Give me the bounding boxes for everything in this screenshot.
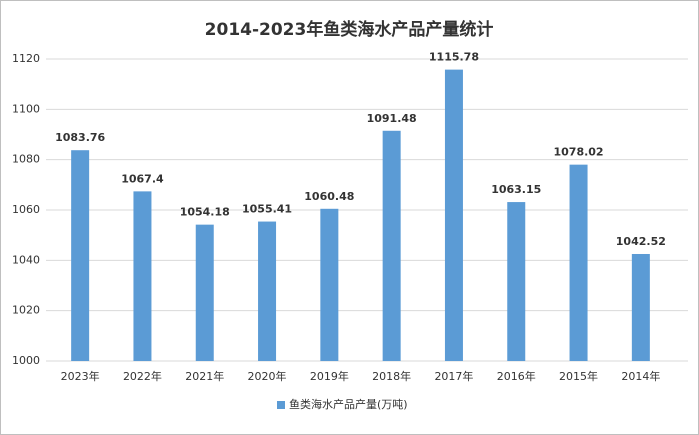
data-label: 1091.48 xyxy=(367,112,417,125)
bar xyxy=(71,150,90,361)
data-label: 1054.18 xyxy=(180,206,230,219)
data-label: 1060.48 xyxy=(304,190,354,203)
x-tick-label: 2017年 xyxy=(434,369,473,383)
bar xyxy=(631,253,650,361)
y-tick-label: 1060 xyxy=(12,203,40,216)
bar xyxy=(320,208,339,361)
data-label: 1063.15 xyxy=(491,183,541,196)
data-label: 1078.02 xyxy=(553,146,603,159)
x-tick-label: 2016年 xyxy=(497,369,536,383)
bar xyxy=(382,130,401,361)
y-tick-label: 1040 xyxy=(12,253,40,266)
y-tick-label: 1020 xyxy=(12,304,40,317)
legend-swatch xyxy=(277,401,285,409)
x-tick-label: 2018年 xyxy=(372,369,411,383)
chart-title: 2014-2023年鱼类海水产品产量统计 xyxy=(205,19,494,40)
data-label: 1067.4 xyxy=(121,172,164,185)
x-tick-label: 2015年 xyxy=(559,369,598,383)
y-tick-label: 1080 xyxy=(12,153,40,166)
data-label: 1042.52 xyxy=(616,235,666,248)
x-tick-label: 2022年 xyxy=(123,369,162,383)
bar xyxy=(133,191,152,361)
y-tick-label: 1100 xyxy=(12,102,40,115)
x-tick-label: 2021年 xyxy=(185,369,224,383)
bar xyxy=(507,202,526,361)
data-label: 1115.78 xyxy=(429,51,479,64)
legend-label: 鱼类海水产品产量(万吨) xyxy=(289,397,408,411)
y-tick-label: 1120 xyxy=(12,52,40,65)
x-tick-label: 2020年 xyxy=(248,369,287,383)
x-tick-label: 2014年 xyxy=(621,369,660,383)
x-tick-label: 2019年 xyxy=(310,369,349,383)
bar xyxy=(444,69,463,361)
bar xyxy=(258,221,277,361)
bar xyxy=(569,164,588,361)
bar xyxy=(195,224,214,361)
y-tick-label: 1000 xyxy=(12,354,40,367)
x-tick-label: 2023年 xyxy=(61,369,100,383)
data-label: 1083.76 xyxy=(55,131,105,144)
data-label: 1055.41 xyxy=(242,203,292,216)
